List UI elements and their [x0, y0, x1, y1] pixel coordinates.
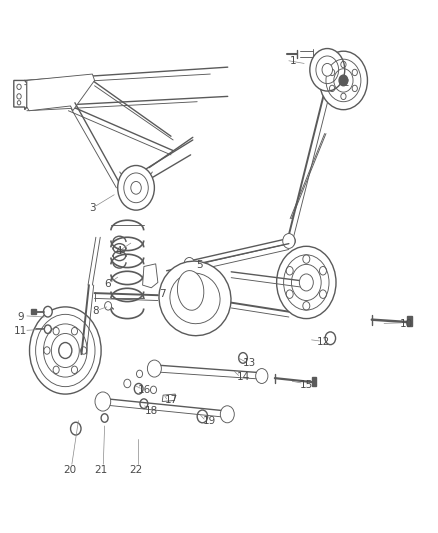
Text: 3: 3	[89, 203, 95, 213]
Text: 22: 22	[129, 465, 143, 474]
Circle shape	[43, 306, 52, 317]
Circle shape	[239, 353, 247, 364]
Polygon shape	[162, 394, 175, 401]
Text: 8: 8	[92, 306, 99, 316]
Circle shape	[220, 406, 234, 423]
Polygon shape	[407, 317, 412, 326]
Text: 11: 11	[14, 326, 27, 336]
Text: 17: 17	[164, 395, 177, 406]
Circle shape	[319, 51, 367, 110]
Circle shape	[325, 332, 336, 345]
Text: 21: 21	[95, 465, 108, 474]
Text: 14: 14	[237, 372, 250, 382]
Text: 7: 7	[159, 289, 166, 299]
Text: 5: 5	[196, 261, 203, 270]
Circle shape	[310, 49, 345, 91]
Circle shape	[137, 370, 143, 377]
Ellipse shape	[177, 271, 204, 310]
Circle shape	[184, 257, 194, 270]
Ellipse shape	[170, 273, 220, 324]
Text: 2: 2	[343, 78, 349, 88]
Text: 4: 4	[115, 246, 122, 255]
Polygon shape	[143, 264, 158, 288]
Text: 15: 15	[300, 379, 313, 390]
Circle shape	[277, 246, 336, 319]
Circle shape	[124, 379, 131, 387]
Circle shape	[29, 307, 101, 394]
Circle shape	[150, 386, 156, 393]
Text: 19: 19	[203, 416, 216, 426]
Text: 12: 12	[317, 337, 330, 347]
Circle shape	[322, 63, 332, 76]
Text: 18: 18	[145, 406, 158, 416]
Circle shape	[197, 410, 208, 423]
Circle shape	[148, 360, 161, 377]
Circle shape	[140, 399, 148, 408]
Text: 1: 1	[290, 56, 297, 66]
Circle shape	[118, 165, 154, 210]
Polygon shape	[31, 309, 36, 314]
Circle shape	[256, 368, 268, 383]
Circle shape	[283, 233, 295, 248]
Text: 10: 10	[400, 319, 413, 329]
Circle shape	[287, 236, 295, 246]
Polygon shape	[27, 74, 95, 111]
Text: 13: 13	[243, 358, 256, 368]
Circle shape	[71, 422, 81, 435]
Text: 16: 16	[138, 385, 152, 395]
Circle shape	[105, 302, 112, 310]
Circle shape	[339, 75, 348, 86]
Circle shape	[95, 392, 111, 411]
Ellipse shape	[159, 261, 231, 336]
Circle shape	[44, 325, 51, 334]
Circle shape	[134, 383, 143, 394]
Circle shape	[101, 414, 108, 422]
Text: 9: 9	[17, 312, 24, 322]
Polygon shape	[311, 377, 316, 385]
Text: 6: 6	[104, 279, 111, 288]
Circle shape	[299, 274, 313, 291]
Text: 20: 20	[63, 465, 76, 474]
